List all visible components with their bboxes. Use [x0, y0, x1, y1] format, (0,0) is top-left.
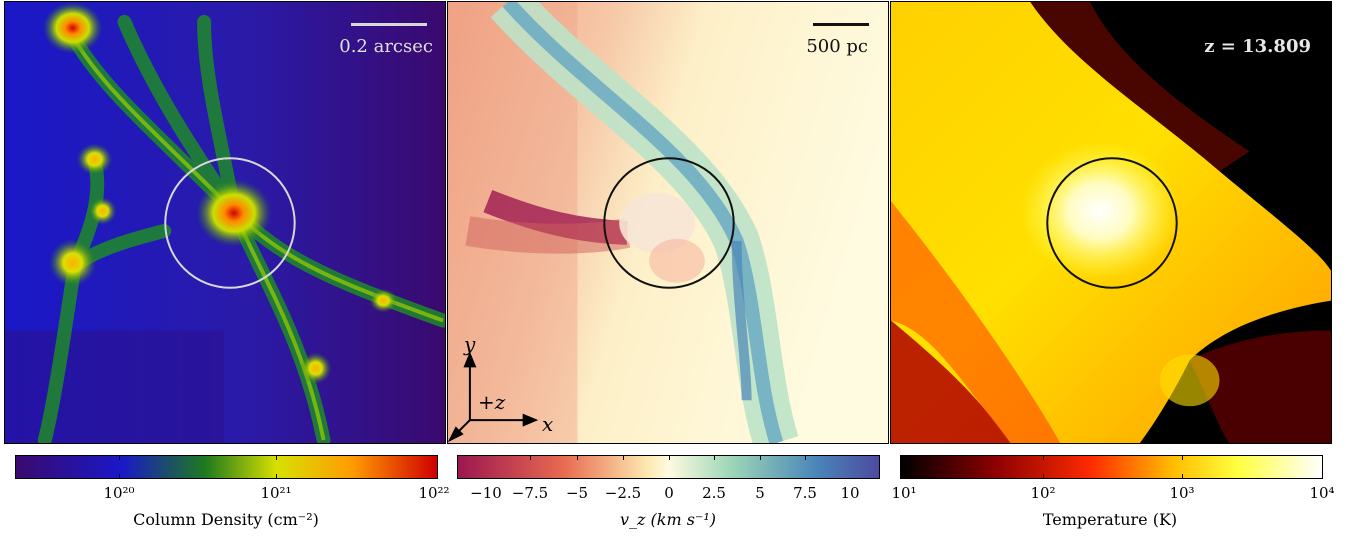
colorbar-tick-label: −2.5 — [604, 484, 642, 502]
scale-bar — [351, 23, 427, 26]
temperature-panel: z = 13.809 — [890, 1, 1332, 444]
column-density-colorbar — [15, 455, 438, 479]
colorbar-tick — [119, 455, 120, 460]
colorbar-tick — [1182, 474, 1183, 479]
colorbar-label: Column Density (cm⁻²) — [133, 510, 319, 529]
axis-z-label: +z — [478, 390, 506, 414]
colorbar-tick-label: 7.5 — [793, 484, 817, 502]
colorbar-tick-label: −5 — [565, 484, 589, 502]
colorbar-tick-label: 10²⁰ — [103, 484, 135, 502]
colorbar-tick — [1182, 455, 1183, 460]
scale-bar — [813, 23, 869, 26]
colorbar-tick — [623, 455, 624, 460]
colorbar-tick — [119, 474, 120, 479]
colorbar-tick-label: 10 — [840, 484, 860, 502]
colorbar-tick — [714, 455, 715, 460]
halo-circle — [164, 157, 296, 289]
colorbar-tick — [1043, 474, 1044, 479]
velocity-map — [448, 2, 888, 443]
velocity-panel: 500 pc y x +z — [447, 1, 889, 444]
temperature-map — [891, 2, 1331, 443]
colorbar-tick-label: 5 — [755, 484, 765, 502]
colorbar-tick-label: 10³ — [1169, 484, 1195, 502]
velocity-colorbar — [457, 455, 880, 479]
halo-circle — [603, 157, 735, 289]
column-density-panel: 0.2 arcsec — [4, 1, 446, 444]
colorbar-tick-label: 10⁴ — [1309, 484, 1335, 502]
colorbar-tick-label: 10¹ — [891, 484, 917, 502]
colorbar-tick — [276, 474, 277, 479]
column-density-map — [5, 2, 445, 443]
colorbar-tick-label: 0 — [664, 484, 674, 502]
colorbar-label: Temperature (K) — [1042, 510, 1178, 529]
scale-label: 500 pc — [806, 36, 868, 57]
colorbar-tick — [669, 455, 670, 460]
temperature-colorbar — [900, 455, 1323, 479]
scale-label: 0.2 arcsec — [339, 36, 433, 57]
colorbar-tick-label: −10 — [470, 484, 502, 502]
colorbar-tick-label: −7.5 — [511, 484, 549, 502]
colorbar-tick — [577, 455, 578, 460]
colorbar-tick — [530, 455, 531, 460]
halo-circle — [1046, 157, 1178, 289]
colorbar-label: v_z (km s⁻¹) — [619, 510, 717, 529]
colorbar-tick-label: 10² — [1030, 484, 1056, 502]
colorbar-tick — [276, 455, 277, 460]
colorbar-tick — [760, 455, 761, 460]
redshift-label: z = 13.809 — [1204, 36, 1311, 57]
colorbar-tick-label: 10²¹ — [260, 484, 292, 502]
axis-y-label: y — [464, 332, 476, 356]
colorbar-tick-label: 10²² — [418, 484, 450, 502]
colorbar-tick — [805, 455, 806, 460]
colorbar-tick-label: 2.5 — [702, 484, 726, 502]
colorbar-tick — [1043, 455, 1044, 460]
axis-x-label: x — [542, 412, 554, 436]
